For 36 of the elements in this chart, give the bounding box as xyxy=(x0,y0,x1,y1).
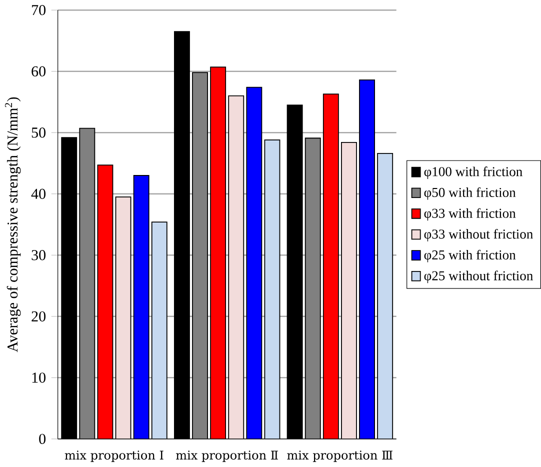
y-tick-label: 20 xyxy=(32,311,46,322)
bar xyxy=(115,196,132,439)
bar xyxy=(79,128,96,439)
legend-label: φ25 with friction xyxy=(424,250,516,262)
legend-label: φ33 without friction xyxy=(424,229,533,242)
bar xyxy=(359,79,375,439)
y-tick-label: 10 xyxy=(32,372,46,383)
bar xyxy=(286,104,303,439)
bar xyxy=(264,140,280,439)
bar xyxy=(228,95,244,439)
bar xyxy=(340,142,357,439)
bar xyxy=(304,138,321,439)
bar xyxy=(210,66,226,439)
x-tick-label: mix proportion Ⅲ xyxy=(287,450,392,462)
y-tick-label: 0 xyxy=(39,434,46,444)
y-tick-label: 50 xyxy=(32,128,46,138)
y-tick-label: 30 xyxy=(32,250,46,260)
legend-label: φ25 without friction xyxy=(424,270,533,284)
bar xyxy=(133,175,150,439)
legend-label: φ100 with friction xyxy=(424,166,522,179)
bar xyxy=(322,94,339,439)
bar xyxy=(97,164,114,439)
bar xyxy=(174,31,190,439)
bar xyxy=(192,72,208,439)
bar xyxy=(61,137,78,439)
y-tick-label: 70 xyxy=(32,5,46,16)
bar xyxy=(151,222,168,439)
y-tick-label: 60 xyxy=(32,66,46,76)
y-axis-title: Average of compressive strength (N/mm$^{2}$) xyxy=(5,97,21,352)
legend-label: φ33 with friction xyxy=(424,208,516,221)
legend-label: φ50 with friction xyxy=(424,187,516,200)
bar xyxy=(377,152,394,439)
x-tick-label: mix proportion Ⅱ xyxy=(176,450,278,462)
y-tick-label: 40 xyxy=(31,188,46,199)
x-tick-label: mix proportion Ⅰ xyxy=(64,450,164,462)
bar xyxy=(246,86,262,439)
